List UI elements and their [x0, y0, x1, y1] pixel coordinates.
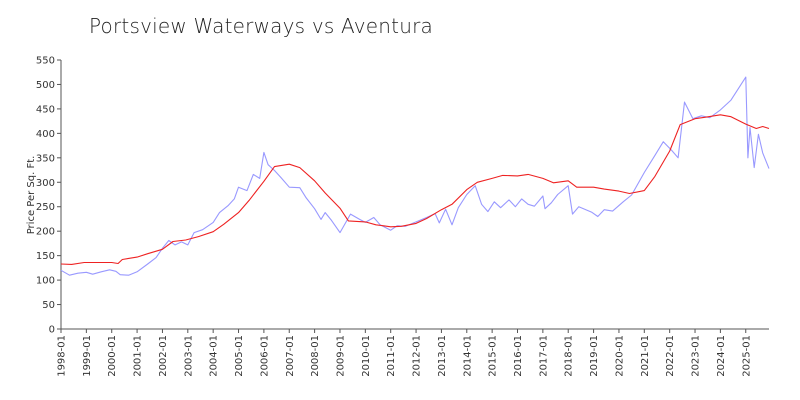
x-tick-label: 2012-01	[412, 335, 423, 377]
y-tick-label: 50	[42, 300, 55, 311]
y-tick-label: 200	[36, 227, 55, 238]
x-tick-label: 1998-01	[57, 335, 68, 377]
y-axis-title: Price Per Sq. Ft.	[26, 156, 37, 235]
y-axis-label: Price Per Sq. Ft.	[26, 156, 37, 235]
x-tick-label: 2013-01	[437, 335, 448, 377]
x-tick-label: 2011-01	[386, 335, 397, 377]
chart-title: Portsview Waterways vs Aventura	[89, 14, 433, 38]
x-tick-label: 2021-01	[640, 335, 651, 377]
x-tick-label: 2010-01	[361, 335, 372, 377]
x-tick-label: 2020-01	[614, 335, 625, 377]
series-layer	[60, 76, 770, 276]
x-tick-label: 2016-01	[513, 335, 524, 377]
x-tick-label: 2019-01	[589, 335, 600, 377]
y-tick-label: 400	[36, 129, 55, 140]
x-tick-label: 2023-01	[691, 335, 702, 377]
y-tick-label: 100	[36, 276, 55, 287]
x-tick-label: 2018-01	[564, 335, 575, 377]
series-line-1	[60, 76, 770, 276]
y-tick-label: 150	[36, 251, 55, 262]
x-tick-label: 2025-01	[741, 335, 752, 377]
x-tick-label: 1999-01	[82, 335, 93, 377]
y-tick-label: 300	[36, 178, 55, 189]
y-tick-label: 550	[36, 56, 55, 67]
x-tick-label: 2008-01	[310, 335, 321, 377]
x-tick-label: 2009-01	[335, 335, 346, 377]
y-tick-label: 250	[36, 202, 55, 213]
series-line-2	[60, 114, 770, 265]
x-tick-label: 2005-01	[234, 335, 245, 377]
x-axis-ticks: 1998-01 1999-01 2000-01 2001-01 2002-01 2003-…	[57, 329, 752, 377]
x-tick-label: 2022-01	[665, 335, 676, 377]
x-tick-label: 2002-01	[158, 335, 169, 377]
x-tick-label: 2024-01	[716, 335, 727, 377]
y-tick-label: 450	[36, 104, 55, 115]
x-tick-label: 2004-01	[209, 335, 220, 377]
x-tick-label: 2000-01	[107, 335, 118, 377]
x-tick-label: 2014-01	[462, 335, 473, 377]
x-tick-label: 2001-01	[133, 335, 144, 377]
x-tick-label: 2015-01	[488, 335, 499, 377]
x-tick-label: 2017-01	[538, 335, 549, 377]
y-tick-label: 500	[36, 80, 55, 91]
x-tick-label: 2003-01	[183, 335, 194, 377]
y-tick-label: 350	[36, 153, 55, 164]
axes	[60, 60, 769, 330]
x-tick-label: 2007-01	[285, 335, 296, 377]
y-axis-ticks: 0 50 100 150 200 250 300 350 400 450 500 550	[36, 56, 61, 336]
x-tick-label: 2006-01	[259, 335, 270, 377]
y-tick-label: 0	[49, 325, 55, 336]
